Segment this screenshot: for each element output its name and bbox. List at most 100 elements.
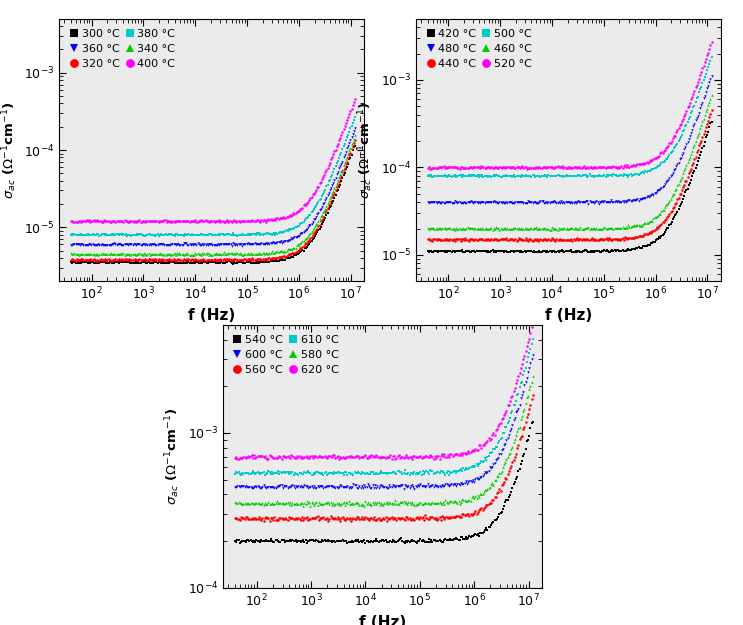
420 °C [470, 248, 478, 255]
Line: 320 °C: 320 °C [70, 139, 356, 262]
610 °C [354, 468, 363, 476]
320 °C [232, 256, 241, 264]
Line: 620 °C: 620 °C [234, 321, 534, 461]
520 °C [471, 164, 480, 171]
Line: 300 °C: 300 °C [70, 144, 356, 265]
300 °C [66, 259, 75, 266]
380 °C [184, 231, 193, 238]
300 °C [181, 259, 189, 266]
540 °C [354, 536, 363, 544]
560 °C [324, 518, 333, 525]
X-axis label: f (Hz): f (Hz) [359, 614, 406, 625]
420 °C [537, 248, 546, 255]
340 °C [340, 159, 349, 166]
Line: 600 °C: 600 °C [234, 354, 534, 490]
400 °C [66, 217, 75, 225]
Line: 440 °C: 440 °C [426, 109, 713, 242]
500 °C [541, 171, 550, 179]
610 °C [230, 470, 239, 478]
520 °C [423, 164, 432, 171]
500 °C [470, 172, 478, 179]
380 °C [351, 113, 360, 121]
380 °C [181, 231, 189, 238]
500 °C [588, 173, 597, 180]
480 °C [537, 198, 546, 205]
300 °C [264, 259, 273, 266]
520 °C [697, 68, 706, 76]
420 °C [423, 248, 432, 255]
Legend: 300 °C, 360 °C, 320 °C, 380 °C, 340 °C, 400 °C: 300 °C, 360 °C, 320 °C, 380 °C, 340 °C, … [65, 24, 180, 73]
360 °C [184, 241, 193, 249]
560 °C [518, 432, 527, 439]
460 °C [495, 226, 504, 234]
Legend: 540 °C, 600 °C, 560 °C, 610 °C, 580 °C, 620 °C: 540 °C, 600 °C, 560 °C, 610 °C, 580 °C, … [228, 331, 343, 379]
440 °C [539, 236, 548, 244]
Line: 380 °C: 380 °C [70, 116, 356, 237]
600 °C [350, 481, 359, 489]
500 °C [620, 171, 629, 178]
580 °C [230, 498, 239, 506]
420 °C [541, 247, 550, 254]
560 °C [438, 512, 447, 519]
480 °C [588, 198, 597, 206]
360 °C [113, 241, 122, 248]
540 °C [518, 457, 527, 464]
560 °C [404, 516, 413, 523]
340 °C [264, 250, 273, 258]
480 °C [423, 199, 432, 206]
600 °C [528, 351, 537, 359]
580 °C [351, 500, 360, 508]
500 °C [537, 172, 546, 179]
620 °C [355, 454, 364, 461]
300 °C [232, 259, 241, 266]
440 °C [423, 236, 432, 243]
540 °C [400, 539, 409, 547]
520 °C [455, 165, 464, 172]
360 °C [340, 151, 349, 159]
440 °C [512, 238, 521, 245]
Line: 540 °C: 540 °C [234, 421, 534, 544]
580 °C [528, 372, 537, 380]
440 °C [588, 236, 597, 244]
520 °C [620, 162, 629, 169]
380 °C [231, 231, 240, 239]
540 °C [528, 419, 537, 426]
620 °C [351, 452, 360, 460]
Line: 360 °C: 360 °C [70, 127, 356, 247]
620 °C [528, 319, 537, 326]
400 °C [185, 217, 194, 225]
380 °C [113, 231, 122, 238]
540 °C [350, 538, 359, 545]
340 °C [232, 249, 241, 257]
580 °C [355, 501, 364, 508]
340 °C [185, 251, 194, 258]
600 °C [518, 392, 527, 399]
360 °C [181, 240, 189, 248]
480 °C [541, 199, 550, 207]
320 °C [351, 136, 360, 144]
Y-axis label: $\sigma_{ac}$ ($\Omega^{-1}$cm$^{-1}$): $\sigma_{ac}$ ($\Omega^{-1}$cm$^{-1}$) [357, 101, 375, 199]
320 °C [185, 256, 194, 264]
Line: 420 °C: 420 °C [426, 121, 713, 254]
610 °C [403, 470, 412, 478]
300 °C [228, 260, 237, 268]
380 °C [233, 232, 242, 239]
600 °C [279, 482, 288, 490]
460 °C [539, 225, 548, 232]
440 °C [470, 236, 478, 244]
500 °C [697, 84, 706, 91]
560 °C [230, 514, 239, 522]
500 °C [707, 53, 716, 61]
400 °C [114, 217, 123, 225]
Line: 520 °C: 520 °C [426, 41, 713, 170]
620 °C [264, 456, 273, 463]
610 °C [405, 472, 414, 479]
480 °C [470, 198, 478, 206]
340 °C [113, 251, 122, 258]
620 °C [230, 454, 239, 461]
460 °C [588, 224, 597, 231]
580 °C [518, 412, 527, 419]
360 °C [232, 240, 241, 248]
Y-axis label: $\sigma_{ac}$ ($\Omega^{-1}$cm$^{-1}$): $\sigma_{ac}$ ($\Omega^{-1}$cm$^{-1}$) [163, 408, 182, 505]
360 °C [66, 241, 75, 248]
